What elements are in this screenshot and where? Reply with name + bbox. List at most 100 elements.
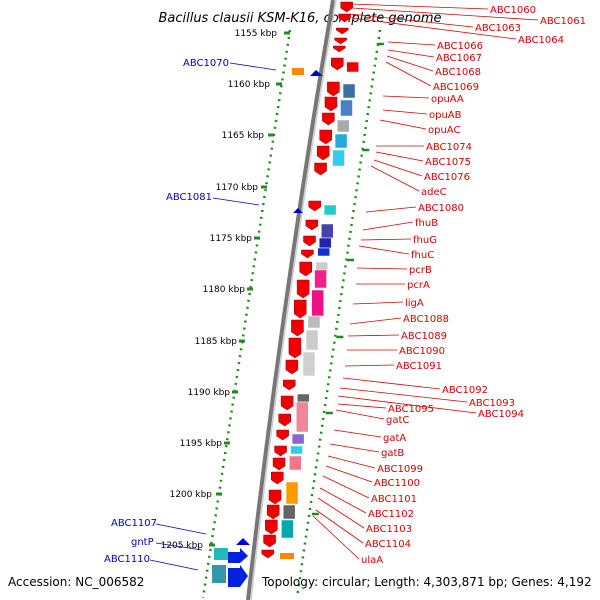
minus-strand-gene-arrow[interactable] bbox=[303, 235, 316, 247]
protein-domain-block[interactable] bbox=[305, 329, 319, 351]
minus-strand-gene-arrow[interactable] bbox=[291, 319, 304, 337]
minus-strand-gene-arrow[interactable] bbox=[263, 534, 276, 548]
plus-strand-gene-arrow[interactable] bbox=[310, 70, 323, 76]
protein-domain-block[interactable] bbox=[282, 504, 296, 520]
gene-label[interactable]: fhuG bbox=[413, 235, 437, 246]
minus-strand-gene-arrow[interactable] bbox=[299, 261, 312, 277]
protein-domain-block[interactable] bbox=[337, 119, 350, 133]
minus-strand-gene-arrow[interactable] bbox=[314, 162, 327, 176]
protein-domain-block[interactable] bbox=[314, 269, 327, 289]
protein-domain-block[interactable] bbox=[296, 401, 309, 433]
gene-label[interactable]: gatB bbox=[381, 448, 404, 459]
protein-domain-block[interactable] bbox=[285, 481, 299, 505]
minus-strand-gene-arrow[interactable] bbox=[280, 395, 294, 411]
minus-strand-gene-arrow[interactable] bbox=[334, 37, 347, 45]
minus-strand-gene-arrow[interactable] bbox=[272, 457, 286, 471]
gene-label[interactable]: ABC1074 bbox=[426, 142, 472, 153]
minus-strand-gene-arrow[interactable] bbox=[322, 112, 335, 126]
gene-label[interactable]: ABC1110 bbox=[104, 554, 150, 565]
protein-domain-block[interactable] bbox=[332, 149, 345, 167]
gene-label[interactable]: ABC1102 bbox=[368, 509, 414, 520]
gene-label[interactable]: ABC1076 bbox=[424, 172, 470, 183]
minus-strand-gene-arrow[interactable] bbox=[294, 299, 307, 319]
protein-domain-block[interactable] bbox=[342, 83, 356, 99]
gene-label[interactable]: opuAA bbox=[431, 94, 464, 105]
protein-domain-block[interactable] bbox=[317, 247, 330, 257]
gene-label[interactable]: fhuC bbox=[411, 250, 434, 261]
minus-strand-gene-arrow[interactable] bbox=[262, 551, 272, 556]
gene-label[interactable]: opuAC bbox=[428, 125, 460, 136]
plus-strand-gene-arrow[interactable] bbox=[228, 565, 248, 587]
gene-label[interactable]: ABC1070 bbox=[183, 58, 229, 69]
gene-label[interactable]: ABC1081 bbox=[166, 192, 212, 203]
plus-strand-gene[interactable] bbox=[214, 548, 228, 560]
gene-label[interactable]: pcrA bbox=[407, 280, 430, 291]
minus-strand-gene-arrow[interactable] bbox=[340, 1, 353, 13]
minus-strand-gene-arrow[interactable] bbox=[327, 81, 340, 97]
protein-domain-block[interactable] bbox=[289, 455, 302, 471]
plus-strand-gene[interactable] bbox=[280, 553, 294, 559]
protein-domain-block[interactable] bbox=[281, 519, 294, 539]
gene-label[interactable]: ABC1103 bbox=[366, 524, 412, 535]
gene-label[interactable]: ABC1088 bbox=[403, 314, 449, 325]
minus-strand-gene-arrow[interactable] bbox=[333, 45, 346, 53]
protein-domain-block[interactable] bbox=[334, 133, 348, 149]
minus-strand-gene-arrow[interactable] bbox=[316, 145, 330, 161]
gene-label[interactable]: ABC1080 bbox=[418, 203, 464, 214]
protein-domain-block[interactable] bbox=[302, 351, 316, 377]
gene-label[interactable]: fhuB bbox=[415, 218, 438, 229]
minus-strand-gene-arrow[interactable] bbox=[278, 413, 291, 427]
protein-domain-block[interactable] bbox=[318, 237, 332, 249]
protein-domain-block[interactable] bbox=[323, 204, 337, 216]
minus-strand-gene-arrow[interactable] bbox=[276, 429, 289, 441]
gene-label[interactable]: ABC1067 bbox=[436, 53, 482, 64]
gene-label[interactable]: ABC1094 bbox=[478, 409, 524, 420]
minus-strand-gene-arrow[interactable] bbox=[319, 129, 332, 145]
minus-strand-gene-arrow[interactable] bbox=[336, 27, 349, 35]
minus-strand-gene-arrow[interactable] bbox=[274, 445, 287, 457]
gene-label[interactable]: ABC1069 bbox=[433, 82, 479, 93]
minus-strand-gene-arrow[interactable] bbox=[282, 379, 296, 391]
protein-domain-block[interactable] bbox=[291, 433, 305, 445]
minus-strand-gene-arrow[interactable] bbox=[266, 504, 280, 520]
protein-domain-block[interactable] bbox=[321, 223, 334, 239]
minus-strand-gene-arrow[interactable] bbox=[301, 249, 314, 259]
protein-domain-block[interactable] bbox=[340, 99, 353, 117]
gene-label[interactable]: ABC1095 bbox=[388, 404, 434, 415]
gene-label[interactable]: ABC1099 bbox=[377, 464, 423, 475]
plus-strand-gene-arrow[interactable] bbox=[236, 538, 250, 545]
plus-strand-gene-arrow[interactable] bbox=[228, 548, 248, 563]
minus-strand-gene-arrow[interactable] bbox=[305, 219, 319, 231]
minus-strand-gene-arrow[interactable] bbox=[338, 13, 351, 23]
minus-strand-gene-arrow[interactable] bbox=[324, 96, 338, 112]
gene-label[interactable]: ABC1063 bbox=[475, 23, 521, 34]
plus-strand-gene-arrow[interactable] bbox=[293, 208, 303, 213]
plus-strand-gene[interactable] bbox=[212, 565, 226, 583]
minus-strand-gene-arrow[interactable] bbox=[288, 337, 302, 359]
plus-strand-gene[interactable] bbox=[292, 68, 304, 75]
gene-label[interactable]: ABC1060 bbox=[490, 5, 536, 16]
protein-domain-block[interactable] bbox=[290, 445, 303, 455]
gene-label[interactable]: ABC1092 bbox=[442, 385, 488, 396]
gene-label[interactable]: ligA bbox=[405, 298, 424, 309]
gene-label[interactable]: ABC1091 bbox=[396, 361, 442, 372]
gene-label[interactable]: opuAB bbox=[429, 110, 462, 121]
gene-label[interactable]: ABC1100 bbox=[374, 478, 420, 489]
gene-label[interactable]: adeC bbox=[421, 187, 447, 198]
protein-domain-block[interactable] bbox=[307, 315, 321, 329]
gene-label[interactable]: ABC1090 bbox=[399, 346, 445, 357]
gene-label[interactable]: ABC1104 bbox=[365, 539, 411, 550]
minus-strand-gene-arrow[interactable] bbox=[271, 471, 284, 485]
gene-label[interactable]: ABC1064 bbox=[518, 35, 564, 46]
gene-label[interactable]: gatA bbox=[383, 433, 406, 444]
gene-label[interactable]: pcrB bbox=[409, 265, 432, 276]
minus-strand-gene-arrow[interactable] bbox=[296, 279, 310, 299]
minus-strand-gene-arrow[interactable] bbox=[308, 200, 321, 212]
protein-domain-block[interactable] bbox=[346, 61, 359, 73]
gene-label[interactable]: ABC1075 bbox=[425, 157, 471, 168]
gene-label[interactable]: ulaA bbox=[361, 555, 383, 566]
gene-label[interactable]: gatC bbox=[386, 415, 409, 426]
minus-strand-gene-arrow[interactable] bbox=[265, 519, 278, 535]
gene-label[interactable]: ABC1061 bbox=[540, 16, 586, 27]
protein-domain-block[interactable] bbox=[311, 289, 324, 317]
